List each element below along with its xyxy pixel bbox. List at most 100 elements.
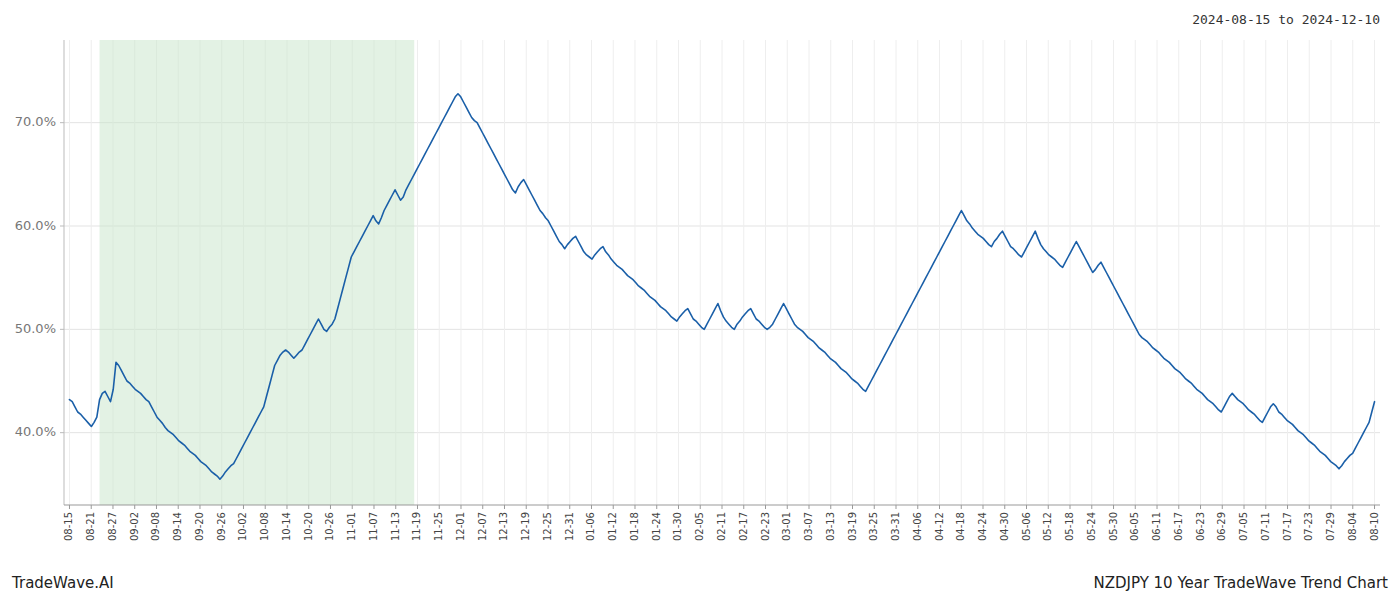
- x-tick-label: 08-10: [1369, 512, 1380, 541]
- x-grid-line: [504, 40, 505, 505]
- x-tick-label: 01-30: [672, 512, 683, 541]
- x-grid-line: [1178, 40, 1179, 505]
- x-grid-line: [656, 40, 657, 505]
- x-tick: [547, 505, 548, 509]
- x-tick-label: 03-07: [803, 512, 814, 541]
- x-grid-line: [896, 40, 897, 505]
- x-grid-line: [69, 40, 70, 505]
- x-tick-label: 02-11: [716, 512, 727, 541]
- x-tick: [722, 505, 723, 509]
- x-tick-label: 06-11: [1151, 512, 1162, 541]
- x-tick: [1178, 505, 1179, 509]
- x-tick-label: 11-25: [433, 512, 444, 541]
- y-tick-label: 40.0%: [15, 424, 56, 439]
- x-grid-line: [1048, 40, 1049, 505]
- x-tick: [395, 505, 396, 509]
- x-grid-line: [91, 40, 92, 505]
- x-tick: [765, 505, 766, 509]
- x-tick-label: 10-08: [259, 512, 270, 541]
- x-grid-line: [1309, 40, 1310, 505]
- x-tick-label: 12-13: [498, 512, 509, 541]
- x-tick: [1070, 505, 1071, 509]
- x-grid-line: [1004, 40, 1005, 505]
- x-grid-line: [1157, 40, 1158, 505]
- x-tick: [417, 505, 418, 509]
- x-grid-line: [482, 40, 483, 505]
- x-tick-label: 12-19: [520, 512, 531, 541]
- x-tick: [569, 505, 570, 509]
- x-tick-label: 06-23: [1195, 512, 1206, 541]
- x-tick-label: 01-18: [629, 512, 640, 541]
- y-tick: [60, 226, 64, 227]
- x-tick-label: 12-25: [542, 512, 553, 541]
- x-grid-line: [460, 40, 461, 505]
- x-grid-line: [1222, 40, 1223, 505]
- x-tick-label: 11-13: [390, 512, 401, 541]
- x-grid-line: [569, 40, 570, 505]
- x-tick: [69, 505, 70, 509]
- x-tick: [787, 505, 788, 509]
- x-tick: [265, 505, 266, 509]
- x-grid-line: [1200, 40, 1201, 505]
- x-tick-label: 01-12: [607, 512, 618, 541]
- x-tick: [917, 505, 918, 509]
- x-grid-line: [1331, 40, 1332, 505]
- x-tick-label: 07-17: [1282, 512, 1293, 541]
- y-tick-label: 70.0%: [15, 114, 56, 129]
- x-tick-label: 01-24: [651, 512, 662, 541]
- x-tick-label: 06-05: [1129, 512, 1140, 541]
- x-tick-label: 10-20: [303, 512, 314, 541]
- x-tick-label: 01-06: [585, 512, 596, 541]
- x-tick: [1244, 505, 1245, 509]
- x-tick: [1265, 505, 1266, 509]
- x-tick: [896, 505, 897, 509]
- x-tick-label: 11-01: [346, 512, 357, 541]
- x-tick-label: 08-04: [1347, 512, 1358, 541]
- x-tick-label: 05-24: [1086, 512, 1097, 541]
- x-grid-line: [1070, 40, 1071, 505]
- x-tick-label: 10-26: [324, 512, 335, 541]
- x-grid-line: [1135, 40, 1136, 505]
- x-tick: [1048, 505, 1049, 509]
- x-tick: [591, 505, 592, 509]
- x-tick-label: 05-30: [1108, 512, 1119, 541]
- x-tick: [983, 505, 984, 509]
- x-tick-label: 10-02: [237, 512, 248, 541]
- x-tick-label: 06-17: [1173, 512, 1184, 541]
- x-tick: [613, 505, 614, 509]
- x-tick-label: 07-11: [1260, 512, 1271, 541]
- x-tick: [504, 505, 505, 509]
- x-grid-line: [613, 40, 614, 505]
- x-tick-label: 05-06: [1021, 512, 1032, 541]
- x-grid-line: [417, 40, 418, 505]
- x-grid-line: [939, 40, 940, 505]
- x-tick-label: 04-18: [955, 512, 966, 541]
- x-tick: [439, 505, 440, 509]
- x-grid-line: [526, 40, 527, 505]
- x-tick-label: 02-05: [694, 512, 705, 541]
- x-tick: [178, 505, 179, 509]
- x-tick: [352, 505, 353, 509]
- x-tick-label: 04-30: [999, 512, 1010, 541]
- x-tick-label: 08-15: [63, 512, 74, 541]
- x-tick-label: 02-23: [760, 512, 771, 541]
- x-tick-label: 03-31: [890, 512, 901, 541]
- x-tick: [286, 505, 287, 509]
- x-tick-label: 08-27: [107, 512, 118, 541]
- x-grid-line: [765, 40, 766, 505]
- x-tick: [809, 505, 810, 509]
- x-tick-label: 03-19: [847, 512, 858, 541]
- chart: 40.0%50.0%60.0%70.0%08-1508-2108-2709-02…: [0, 0, 1400, 600]
- axes: 40.0%50.0%60.0%70.0%08-1508-2108-2709-02…: [15, 40, 1380, 541]
- y-tick-label: 60.0%: [15, 218, 56, 233]
- y-tick: [60, 432, 64, 433]
- x-grid-line: [961, 40, 962, 505]
- x-tick: [1309, 505, 1310, 509]
- x-tick-label: 07-29: [1325, 512, 1336, 541]
- x-tick: [243, 505, 244, 509]
- y-tick: [60, 122, 64, 123]
- x-tick: [1287, 505, 1288, 509]
- x-tick-label: 03-01: [781, 512, 792, 541]
- x-tick: [460, 505, 461, 509]
- x-grid-line: [678, 40, 679, 505]
